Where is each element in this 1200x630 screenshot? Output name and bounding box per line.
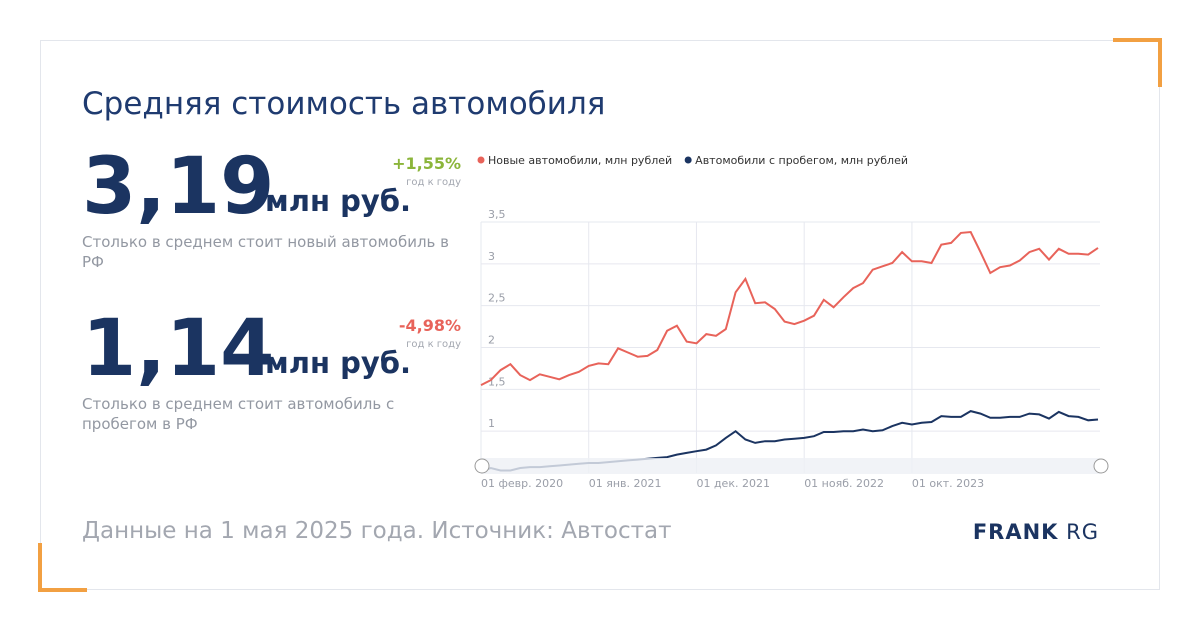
kpi: 1,14 млн руб. -4,98% год к году Столько в ср… [82, 304, 462, 444]
kpi-description: Столько в среднем стоит новый автомобиль… [82, 233, 449, 271]
y-tick-label: 1,5 [488, 375, 506, 388]
x-tick-label: 01 дек. 2021 [696, 477, 770, 490]
footer: Данные на 1 мая 2025 года. Источник: Авт… [82, 518, 672, 544]
legend-label[interactable]: Новые автомобили, млн рублей [488, 154, 672, 167]
corner-accent [1113, 38, 1162, 87]
y-tick-label: 2 [488, 334, 495, 347]
legend-marker [477, 156, 485, 164]
y-tick-label: 3,5 [488, 208, 506, 221]
navigator [481, 458, 1100, 474]
card-border [40, 40, 1160, 590]
x-tick-label: 01 февр. 2020 [481, 477, 563, 490]
kpi-value: 1,14 [82, 304, 275, 394]
y-tick-label: 3 [488, 250, 495, 263]
logo-bold: FRANK [972, 520, 1059, 544]
kpi-description: Столько в среднем стоит автомобиль с про… [82, 395, 395, 433]
x-tick-label: 01 янв. 2021 [589, 477, 662, 490]
kpi-unit: млн руб. [265, 346, 412, 380]
legend-label[interactable]: Автомобили с пробегом, млн рублей [695, 154, 908, 167]
kpi-change: +1,55% [392, 154, 461, 173]
page-title: Средняя стоимость автомобиля [82, 86, 606, 122]
logo-light: RG [1066, 520, 1099, 544]
legend-marker [684, 156, 692, 164]
kpi-change: -4,98% [398, 316, 461, 335]
y-tick-label: 2,5 [488, 292, 506, 305]
kpi-change-note: год к году [406, 177, 461, 188]
y-tick-label: 1 [488, 417, 495, 430]
navigator-handle[interactable] [1093, 458, 1109, 474]
x-tick-label: 01 окт. 2023 [912, 477, 984, 490]
logo: FRANK RG [973, 520, 1099, 544]
navigator-handle[interactable] [474, 458, 490, 474]
kpi-unit: млн руб. [265, 184, 412, 218]
kpi: 3,19 млн руб. +1,55% год к году Столько в ср… [82, 142, 462, 282]
x-tick-label: 01 нояб. 2022 [804, 477, 884, 490]
line-series [480, 230, 1099, 386]
kpi-change-note: год к году [406, 339, 461, 350]
kpi-value: 3,19 [82, 142, 275, 232]
plot: 1 1,5 2 2,5 3 3,5 01 февр. 2020 01 янв. 2021 01 … [477, 154, 1100, 490]
corner-accent [38, 543, 87, 592]
